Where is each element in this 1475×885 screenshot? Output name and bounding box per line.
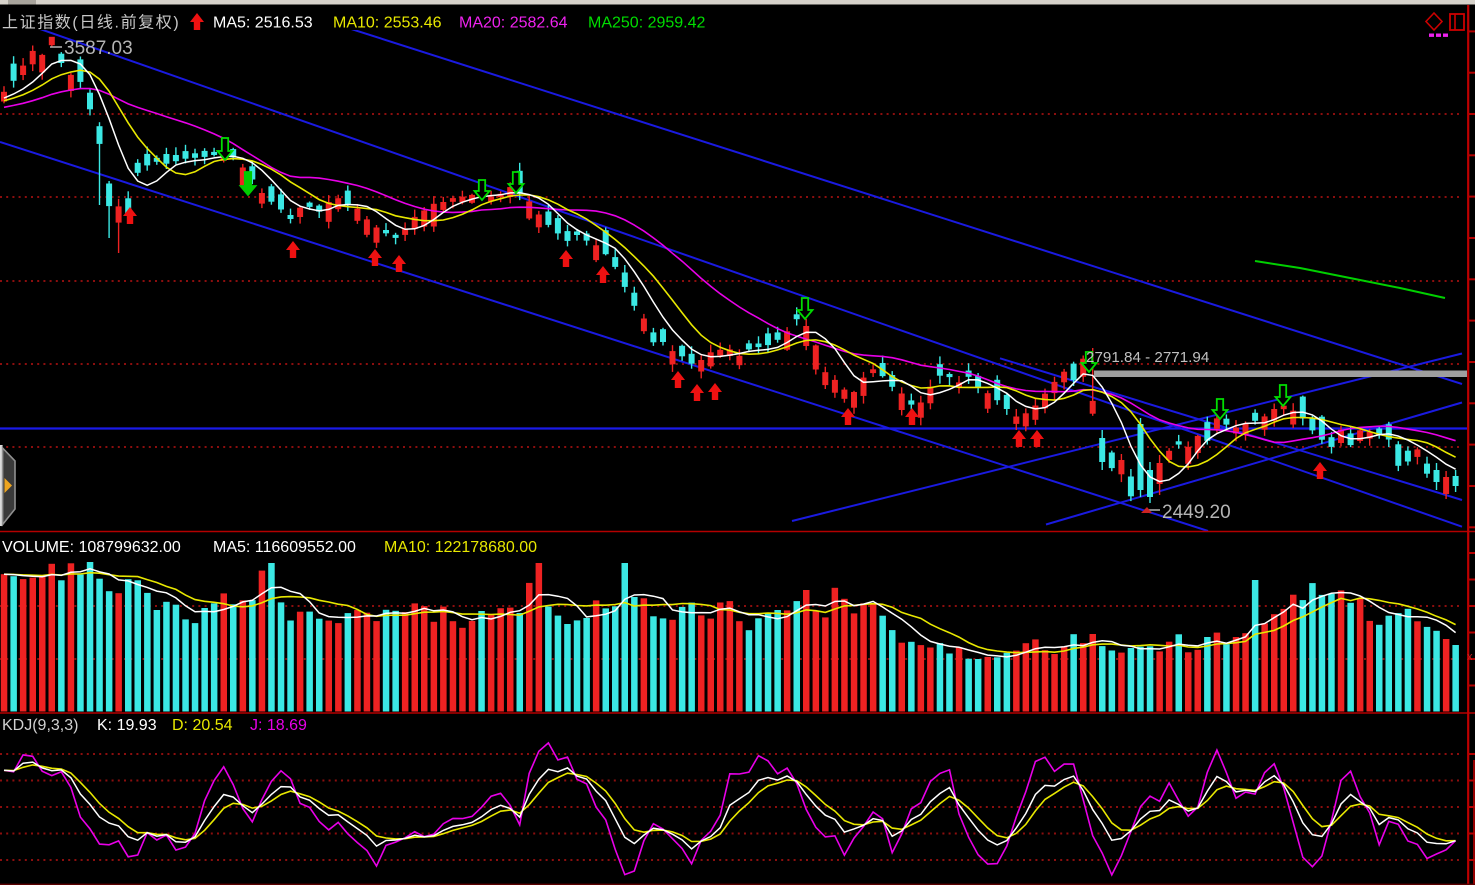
- svg-text:3587.03: 3587.03: [64, 38, 133, 59]
- svg-text:MA250: 2959.42: MA250: 2959.42: [588, 15, 706, 32]
- svg-text:D: 20.54: D: 20.54: [172, 717, 233, 734]
- svg-text:上证指数(日线.前复权): 上证指数(日线.前复权): [2, 14, 180, 32]
- svg-text:K: 19.93: K: 19.93: [97, 717, 157, 734]
- svg-text:MA20: 2582.64: MA20: 2582.64: [459, 15, 568, 32]
- svg-text:MA5: 116609552.00: MA5: 116609552.00: [213, 539, 356, 556]
- svg-text:2791.84 - 2771.94: 2791.84 - 2771.94: [1086, 349, 1209, 366]
- svg-text:2449.20: 2449.20: [1162, 502, 1231, 523]
- svg-text:x: x: [1467, 651, 1473, 663]
- svg-text:VOLUME: 108799632.00: VOLUME: 108799632.00: [2, 539, 181, 556]
- svg-text:MA10: 2553.46: MA10: 2553.46: [333, 15, 442, 32]
- svg-text:J: 18.69: J: 18.69: [250, 717, 307, 734]
- svg-text:MA10: 122178680.00: MA10: 122178680.00: [384, 539, 537, 556]
- svg-text:MA5: 2516.53: MA5: 2516.53: [213, 15, 313, 32]
- svg-text:KDJ(9,3,3): KDJ(9,3,3): [2, 717, 78, 734]
